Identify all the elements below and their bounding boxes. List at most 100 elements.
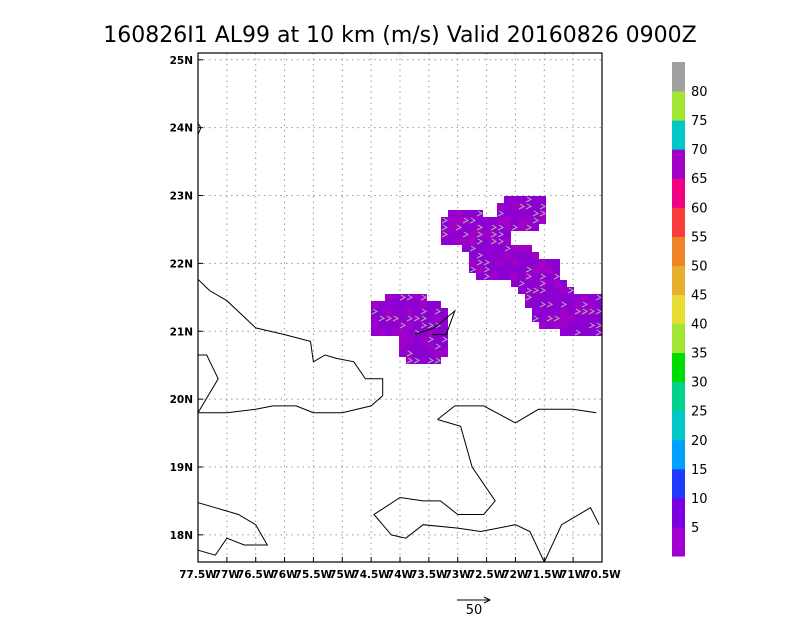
wind-cell	[441, 224, 448, 231]
wind-cell	[553, 273, 560, 280]
wind-cell	[504, 252, 511, 259]
wind-cell	[539, 287, 546, 294]
wind-vector	[441, 217, 449, 224]
wind-cell	[567, 294, 574, 301]
wind-cell	[532, 308, 539, 315]
wind-cell	[399, 336, 406, 343]
wind-cell	[406, 343, 413, 350]
wind-vector	[532, 287, 540, 294]
wind-cell	[560, 294, 567, 301]
wind-speed-field	[371, 196, 609, 364]
colorbar-label: 70	[691, 143, 708, 158]
wind-vector	[595, 308, 602, 315]
wind-vector	[476, 259, 484, 266]
wind-cell	[602, 294, 609, 301]
wind-cell	[497, 273, 504, 280]
wind-vector	[532, 217, 540, 224]
wind-cell	[518, 252, 525, 259]
wind-cell	[462, 217, 469, 224]
wind-cell	[511, 280, 518, 287]
wind-cell	[532, 280, 539, 287]
wind-cell	[392, 322, 399, 329]
wind-cell	[483, 266, 490, 273]
wind-cell	[532, 266, 539, 273]
wind-cell	[574, 301, 581, 308]
wind-vector	[595, 329, 602, 336]
wind-cell	[602, 315, 609, 322]
wind-cell	[525, 203, 532, 210]
wind-cell	[413, 357, 420, 364]
wind-vector	[490, 231, 498, 238]
x-tick-label: 76.5W	[237, 569, 275, 581]
wind-cell	[413, 329, 420, 336]
wind-cell	[497, 238, 504, 245]
wind-cell	[574, 322, 581, 329]
wind-cell	[518, 266, 525, 273]
wind-vector	[392, 315, 400, 322]
wind-cell	[399, 308, 406, 315]
wind-cell	[567, 308, 574, 315]
colorbar-segment	[672, 149, 685, 179]
wind-vector	[483, 259, 491, 266]
wind-cell	[469, 259, 476, 266]
colorbar-segment	[672, 120, 685, 150]
wind-cell	[497, 224, 504, 231]
colorbar-segment	[672, 178, 685, 208]
x-tick-label: 74.5W	[352, 569, 390, 581]
wind-cell	[525, 245, 532, 252]
x-tick-label: 72.5W	[468, 569, 506, 581]
wind-cell	[567, 301, 574, 308]
reference-arrowhead	[483, 596, 492, 604]
wind-vector	[469, 266, 477, 273]
wind-cell	[462, 238, 469, 245]
wind-cell	[518, 196, 525, 203]
wind-cell	[483, 259, 490, 266]
wind-cell	[574, 315, 581, 322]
wind-cell	[504, 231, 511, 238]
wind-cell	[490, 273, 497, 280]
colorbar-label: 5	[691, 521, 699, 536]
wind-cell	[371, 315, 378, 322]
wind-vector	[469, 245, 477, 252]
wind-vector	[518, 203, 526, 210]
wind-cell	[553, 315, 560, 322]
wind-cell	[420, 350, 427, 357]
wind-cell	[392, 294, 399, 301]
x-tick-label: 73W	[445, 569, 472, 581]
wind-cell	[420, 329, 427, 336]
colorbar-segment	[672, 294, 685, 325]
wind-cell	[553, 280, 560, 287]
wind-cell	[553, 266, 560, 273]
wind-cell	[539, 294, 546, 301]
wind-cell	[532, 301, 539, 308]
colorbar-label: 60	[691, 201, 708, 216]
wind-cell	[399, 329, 406, 336]
coastline	[198, 122, 600, 562]
wind-cell	[504, 273, 511, 280]
wind-cell	[595, 308, 602, 315]
wind-vector	[574, 308, 582, 315]
wind-vector	[441, 336, 449, 343]
wind-cell	[441, 231, 448, 238]
wind-cell	[413, 336, 420, 343]
wind-cell	[567, 329, 574, 336]
wind-vector	[483, 273, 491, 280]
reference-vector-label: 50	[466, 603, 483, 618]
wind-cell	[399, 322, 406, 329]
colorbar-segment	[672, 91, 685, 121]
wind-cell	[595, 301, 602, 308]
wind-vector	[497, 238, 505, 245]
wind-cell	[511, 210, 518, 217]
wind-cell	[497, 252, 504, 259]
wind-cell	[504, 217, 511, 224]
wind-cell	[434, 308, 441, 315]
wind-cell	[588, 294, 595, 301]
wind-cell	[602, 301, 609, 308]
wind-cell	[483, 238, 490, 245]
wind-cell	[406, 322, 413, 329]
y-tick-label: 22N	[170, 258, 193, 270]
wind-cell	[406, 301, 413, 308]
wind-cell	[511, 245, 518, 252]
wind-vector	[546, 315, 554, 322]
wind-cell	[490, 224, 497, 231]
